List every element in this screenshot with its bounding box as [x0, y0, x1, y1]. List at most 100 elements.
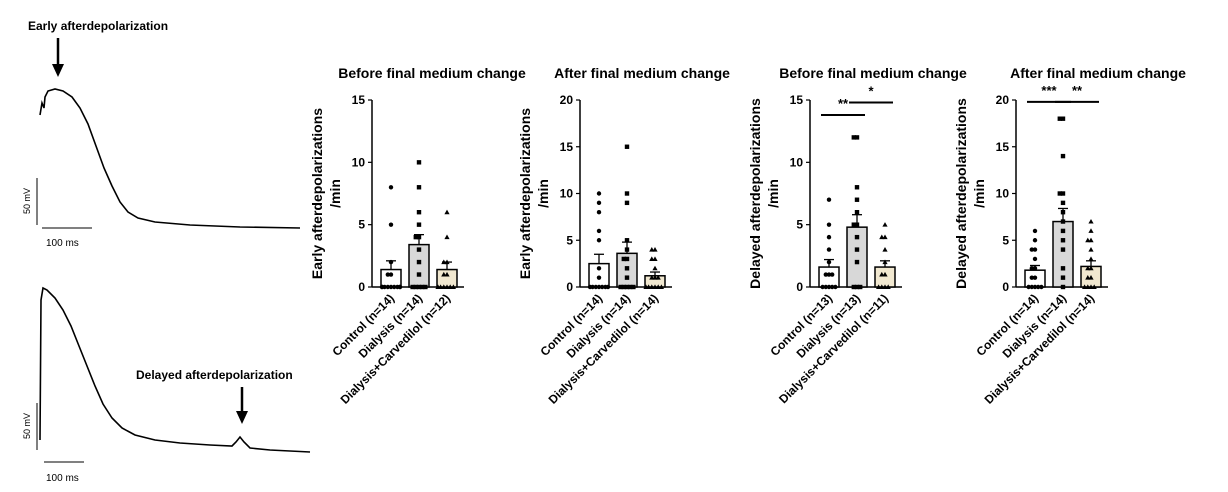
data-point	[413, 284, 418, 290]
y-axis-label-unit: /min	[765, 179, 781, 208]
data-point	[624, 275, 630, 280]
data-point	[879, 271, 885, 277]
data-point	[876, 284, 882, 289]
data-point	[600, 284, 605, 290]
bar	[818, 266, 840, 288]
significance-label: **	[838, 96, 849, 111]
y-axis-label: Early afterdepolarizations	[517, 108, 533, 279]
data-point	[435, 284, 441, 289]
data-point	[1026, 284, 1031, 290]
data-point	[621, 256, 626, 262]
data-point	[596, 210, 602, 215]
data-point	[851, 222, 856, 227]
data-point	[882, 222, 888, 227]
y-tick-label: 15	[352, 93, 366, 107]
data-point	[879, 234, 885, 240]
data-point	[854, 234, 860, 240]
data-point	[1060, 191, 1066, 196]
chart-title: After final medium change	[1010, 65, 1186, 81]
bar	[874, 266, 896, 288]
data-point	[851, 284, 856, 290]
early-ad-label: Early afterdepolarization	[28, 19, 168, 33]
y-axis-label-unit: /min	[327, 179, 343, 208]
data-point	[1057, 116, 1062, 121]
data-point	[624, 191, 630, 196]
delayed-ad-arrow-head	[236, 411, 248, 424]
data-point	[441, 259, 447, 265]
data-point	[596, 200, 602, 206]
data-point	[854, 284, 860, 290]
data-point	[854, 247, 860, 252]
data-point	[1032, 247, 1038, 252]
y-axis-label: Delayed afterdepolarizations	[953, 98, 969, 289]
x-tick-label: Dialysis+Carvedilol (n=12)	[338, 291, 454, 407]
data-point	[1060, 266, 1066, 271]
data-point	[1088, 218, 1094, 224]
data-point	[624, 247, 630, 252]
y-tick-label: 5	[358, 218, 365, 232]
data-point	[416, 210, 422, 215]
data-point	[596, 266, 602, 271]
data-point	[854, 185, 860, 190]
data-point	[1060, 238, 1066, 243]
data-point	[1060, 219, 1066, 224]
data-point	[1032, 275, 1038, 280]
data-point	[624, 238, 630, 243]
data-point	[826, 272, 832, 277]
data-point	[851, 135, 856, 140]
data-point	[618, 284, 623, 290]
data-point	[1088, 256, 1094, 261]
y-tick-label: 0	[1002, 280, 1009, 294]
data-point	[655, 275, 661, 280]
data-point	[596, 275, 602, 280]
data-point	[605, 284, 611, 290]
y-tick-label: 5	[566, 233, 573, 247]
significance-label: *	[868, 83, 874, 98]
data-point	[854, 210, 860, 215]
data-point	[624, 144, 630, 149]
data-point	[1088, 228, 1094, 233]
chart-1: Before final medium change Early afterdep…	[309, 65, 526, 407]
data-point	[830, 272, 835, 277]
data-point	[1082, 284, 1088, 289]
y-tick-label: 15	[560, 140, 574, 154]
data-point	[388, 185, 394, 190]
data-point	[1085, 275, 1091, 280]
data-point	[882, 259, 888, 265]
data-point	[1029, 266, 1035, 271]
data-point	[643, 284, 649, 289]
early-ad-trace	[39, 88, 301, 229]
data-point	[826, 247, 832, 252]
data-point	[379, 284, 385, 290]
data-point	[826, 234, 832, 240]
y-axis-label-unit: /min	[535, 179, 551, 208]
delayed-scale-time-label: 100 ms	[46, 473, 79, 484]
data-point	[416, 234, 422, 240]
y-tick-label: 0	[358, 280, 365, 294]
delayed-ad-label: Delayed afterdepolarization	[136, 368, 293, 382]
y-tick-label: 10	[996, 187, 1010, 201]
data-point	[854, 222, 860, 227]
y-axis-label-unit: /min	[971, 179, 987, 208]
y-tick-label: 15	[996, 140, 1010, 154]
data-point	[628, 284, 633, 290]
data-point	[854, 135, 860, 140]
y-tick-label: 10	[560, 187, 574, 201]
y-tick-label: 5	[1002, 233, 1009, 247]
data-point	[416, 272, 422, 277]
x-tick-label: Dialysis+Carvedilol (n=14)	[546, 291, 662, 407]
data-point	[385, 272, 390, 277]
bar	[380, 268, 402, 288]
y-tick-label: 5	[796, 218, 803, 232]
data-point	[1060, 116, 1066, 121]
data-point	[823, 284, 828, 290]
data-point	[416, 259, 422, 265]
data-point	[1039, 284, 1044, 290]
data-point	[882, 247, 888, 252]
y-tick-label: 20	[996, 93, 1010, 107]
y-axis-label: Delayed afterdepolarizations	[747, 98, 763, 289]
data-point	[596, 191, 602, 196]
x-tick-label: Dialysis+Carvedilol (n=14)	[982, 291, 1098, 407]
data-point	[388, 259, 394, 265]
